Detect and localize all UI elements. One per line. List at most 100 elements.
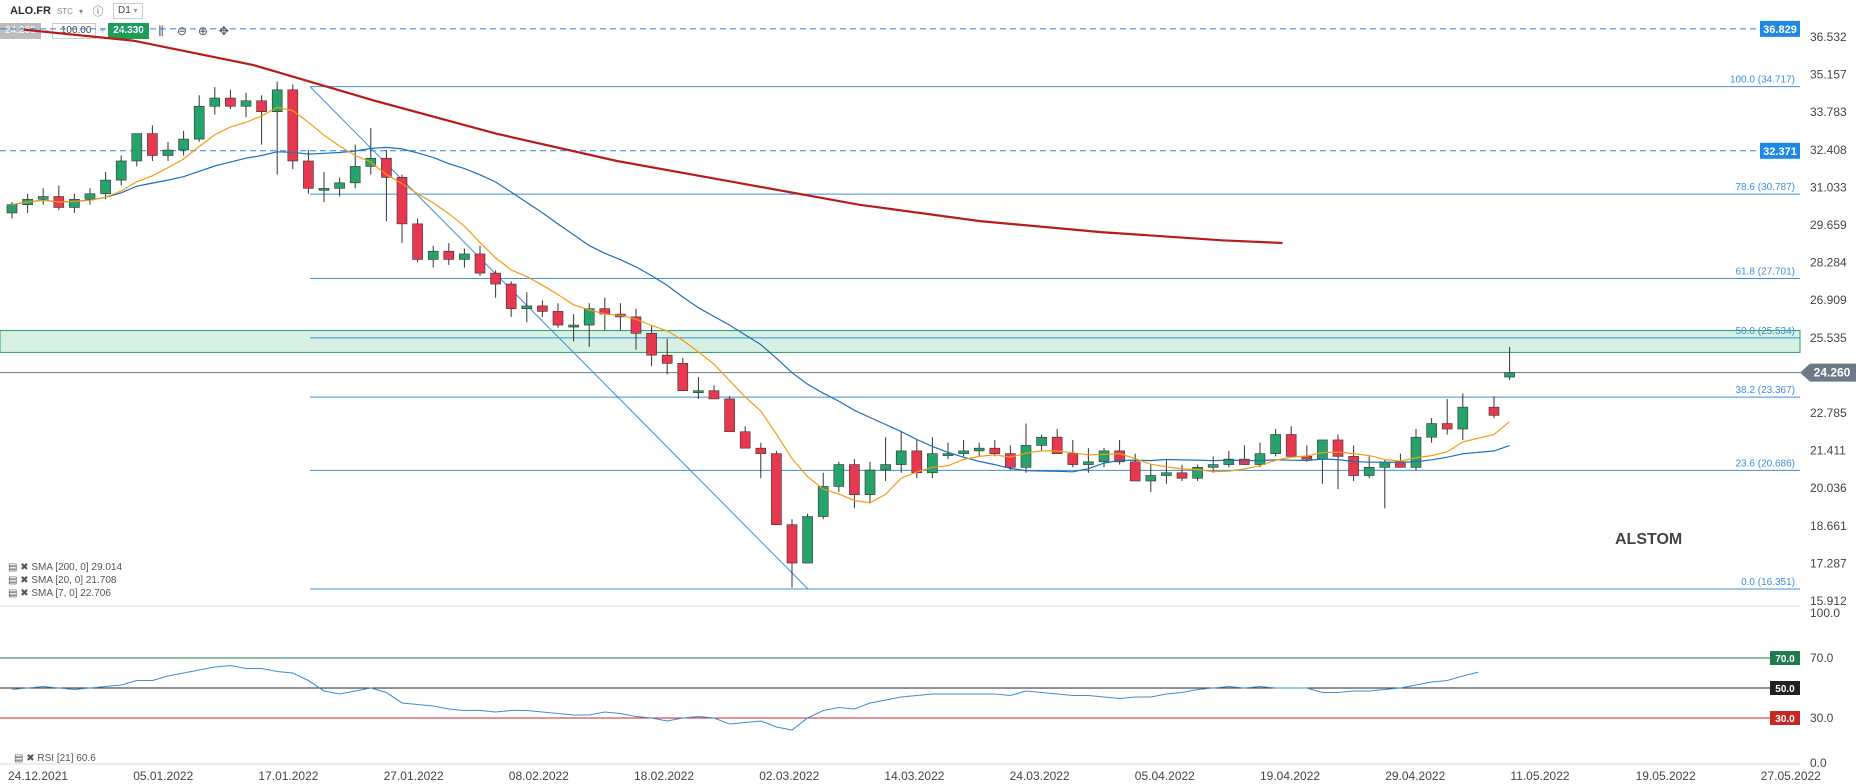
candle-body — [1239, 458, 1250, 465]
candles-icon[interactable]: ⫼ — [158, 23, 164, 38]
candle-body — [693, 390, 704, 394]
candle-body — [225, 97, 236, 107]
candle-body — [1317, 439, 1328, 460]
candle-body — [1129, 461, 1141, 482]
candle-body — [521, 305, 533, 309]
candle-body — [1223, 458, 1235, 465]
candle-body — [459, 253, 470, 260]
candle-body — [880, 464, 891, 471]
candle-body — [427, 250, 439, 260]
candle-body — [412, 223, 423, 260]
fib-label: 50.0 (25.534) — [1736, 326, 1796, 337]
candle-body — [1504, 372, 1515, 378]
candle-body — [630, 316, 642, 334]
candle-body — [1254, 453, 1266, 465]
price-tick: 31.033 — [1810, 180, 1847, 194]
candle-body — [1457, 406, 1469, 430]
candle-body — [1051, 436, 1063, 454]
candle-body — [1098, 450, 1110, 463]
chevron-down-icon[interactable]: ▾ — [78, 6, 83, 16]
sell-button[interactable]: 24.260 — [0, 23, 41, 39]
fib-label: 0.0 (16.351) — [1741, 577, 1795, 588]
fib-label: 78.6 (30.787) — [1736, 182, 1796, 193]
candle-body — [381, 157, 392, 178]
candle-body — [1020, 445, 1032, 468]
candle-body — [490, 272, 501, 285]
candle-body — [1426, 423, 1437, 438]
candle-body — [786, 524, 798, 564]
price-badge — [1760, 20, 1800, 37]
candle-body — [84, 193, 96, 200]
candle-body — [833, 464, 845, 487]
candle-body — [661, 354, 673, 364]
price-tick: 22.785 — [1810, 406, 1847, 420]
price-tick: 18.661 — [1810, 519, 1847, 533]
candle-body — [1488, 406, 1500, 416]
price-badge-label: 36.829 — [1763, 24, 1797, 36]
price-tick: 29.659 — [1810, 218, 1847, 232]
candle-body — [147, 133, 158, 156]
buy-button[interactable]: 24.330 — [108, 23, 149, 39]
date-tick: 29.04.2022 — [1385, 769, 1445, 783]
candle-body — [396, 177, 408, 225]
candle-body — [1207, 464, 1219, 468]
candle-body — [1332, 439, 1344, 457]
candle-body — [178, 138, 189, 151]
interval-select[interactable]: D1 ▾ — [112, 3, 143, 19]
info-icon[interactable]: ⓘ — [92, 6, 104, 18]
rsi-tick: 100.0 — [1810, 606, 1840, 620]
candle-body — [646, 332, 657, 356]
current-price-label: 24.260 — [1814, 366, 1851, 380]
fib-label: 61.8 (27.701) — [1736, 267, 1796, 278]
zoom-in-icon[interactable]: ⊕ — [197, 24, 208, 38]
candle-body — [864, 469, 876, 495]
candle-body — [1363, 467, 1375, 476]
symbol-row: ALO.FR STC ▾ ⓘ D1 ▾ — [10, 2, 143, 20]
price-tick: 17.287 — [1810, 556, 1847, 570]
candle-body — [209, 97, 221, 107]
zoom-out-icon[interactable]: ⊖ — [176, 24, 187, 38]
candle-body — [100, 179, 111, 195]
candle-body — [537, 305, 548, 312]
date-tick: 27.01.2022 — [384, 769, 444, 783]
candle-body — [942, 453, 954, 456]
symbol-label[interactable]: ALO.FR — [10, 5, 51, 17]
candle-body — [568, 324, 579, 328]
candle-body — [6, 204, 18, 214]
candle-body — [552, 311, 564, 326]
fib-label: 23.6 (20.686) — [1736, 458, 1796, 469]
price-tick: 15.912 — [1810, 594, 1847, 608]
plus-icon[interactable]: + — [99, 25, 106, 37]
candle-body — [755, 447, 767, 454]
candle-body — [443, 250, 455, 260]
candle-body — [1145, 475, 1157, 482]
rsi-level-badge — [1770, 651, 1800, 665]
price-tick: 32.408 — [1810, 143, 1847, 157]
candle-body — [69, 198, 80, 208]
candle-body — [1285, 434, 1297, 457]
price-tick: 26.909 — [1810, 293, 1847, 307]
date-tick: 17.01.2022 — [258, 769, 318, 783]
price-tick: 33.783 — [1810, 105, 1847, 119]
chart-toolbar: ALO.FR STC ▾ ⓘ D1 ▾ 24.260 − 100.00 + 24… — [0, 0, 1520, 44]
rsi-level-badge — [1770, 711, 1800, 725]
date-tick: 14.03.2022 — [884, 769, 944, 783]
rsi-level-label: 50.0 — [1775, 684, 1795, 695]
fib-label: 100.0 (34.717) — [1730, 75, 1795, 86]
quantity-input[interactable]: 100.00 — [52, 23, 97, 39]
candle-body — [583, 308, 595, 326]
candle-body — [708, 390, 720, 400]
candle-body — [1005, 453, 1016, 468]
candle-body — [256, 100, 267, 113]
candle-body — [1192, 467, 1203, 479]
candle-body — [771, 453, 782, 526]
price-tick: 20.036 — [1810, 481, 1847, 495]
rsi-level-badge — [1770, 681, 1800, 695]
move-icon[interactable]: ✥ — [218, 24, 229, 38]
candle-body — [474, 253, 486, 274]
sma200-line — [23, 28, 1283, 245]
price-tick: 28.284 — [1810, 256, 1847, 270]
candle-body — [193, 105, 205, 140]
candle-body — [1270, 434, 1281, 454]
